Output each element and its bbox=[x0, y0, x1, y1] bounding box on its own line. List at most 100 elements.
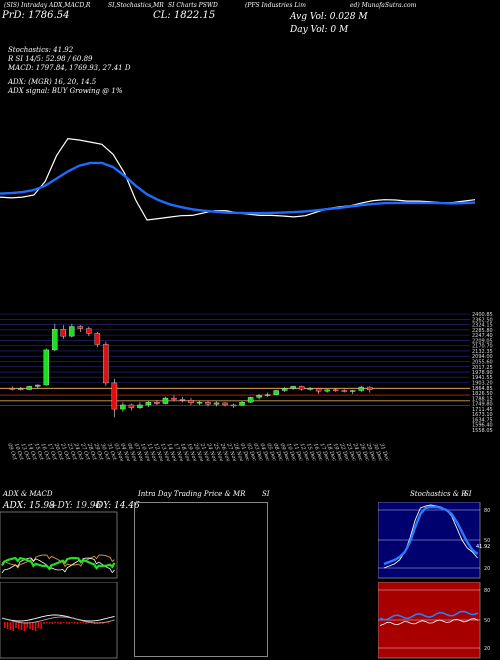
candle-body bbox=[298, 386, 305, 390]
adx-signal-readout: ADX signal: BUY Growing @ 1% bbox=[8, 87, 123, 95]
price-level-label: 1903.20 bbox=[472, 380, 493, 386]
date-label: 30 Oct bbox=[99, 443, 111, 462]
macd-panel bbox=[0, 582, 118, 659]
price-level-label: 1634.75 bbox=[472, 417, 493, 423]
date-label: 31 Dec bbox=[378, 443, 390, 462]
stoch-k-line bbox=[383, 504, 478, 569]
candle-body bbox=[188, 399, 194, 404]
candle-body bbox=[120, 404, 126, 410]
candle-body bbox=[290, 386, 296, 389]
macd-histogram-bar bbox=[82, 622, 84, 624]
adx-panel bbox=[0, 511, 118, 579]
macd-histogram-bar bbox=[60, 622, 62, 624]
price-level-label: 2362.50 bbox=[472, 317, 493, 323]
adx-line bbox=[1, 556, 116, 571]
candle-body bbox=[247, 397, 254, 403]
candle-body bbox=[256, 395, 262, 398]
intraday-panel bbox=[134, 502, 268, 657]
date-label: 10 Oct bbox=[13, 443, 25, 462]
macd-histogram-bar bbox=[51, 622, 54, 624]
date-label: 15 Oct bbox=[33, 443, 45, 462]
stoch-scale-label: 50 bbox=[484, 538, 490, 544]
candle-body bbox=[273, 390, 279, 395]
price-level-label: 1941.55 bbox=[472, 375, 493, 381]
candle-body bbox=[43, 349, 50, 386]
stochastics-readout: Stochastics: 41.92 bbox=[8, 46, 74, 54]
macd-histogram-bar bbox=[48, 622, 51, 624]
macd-histogram-bar bbox=[26, 622, 28, 628]
ma-line-blue bbox=[0, 161, 476, 215]
date-label: 02 Dec bbox=[245, 443, 257, 462]
macd-histogram-bar bbox=[15, 622, 17, 628]
candle-body bbox=[52, 329, 58, 351]
macd-histogram-bar bbox=[6, 622, 9, 629]
header-ma: SI Charts PSWD bbox=[168, 2, 218, 9]
macd-histogram-bar bbox=[18, 622, 20, 629]
candle-body bbox=[162, 397, 169, 404]
price-level-label: 2324.15 bbox=[472, 323, 493, 329]
macd-line bbox=[1, 614, 115, 622]
macd-histogram-bar bbox=[62, 622, 65, 623]
macd-signal-line bbox=[1, 616, 115, 624]
macd-histogram-bar bbox=[54, 622, 56, 623]
stoch-panel-title: Stochastics & R bbox=[410, 490, 467, 498]
price-level-label: 1711.45 bbox=[472, 407, 493, 413]
date-label: 09 Dec bbox=[279, 443, 291, 462]
candle-body bbox=[94, 333, 101, 345]
price-line bbox=[0, 137, 476, 221]
date-label: 11 Dec bbox=[292, 443, 304, 462]
candle-body bbox=[26, 386, 32, 390]
macd-histogram-bar bbox=[57, 622, 59, 624]
macd-histogram-bar bbox=[34, 622, 37, 631]
date-label: 16 Dec bbox=[312, 443, 324, 462]
header-prev: PrD: 1786.54 bbox=[2, 10, 70, 21]
macd-histogram-bar bbox=[46, 622, 48, 623]
price-level-label: 1749.80 bbox=[472, 402, 493, 408]
adx-panel-title: ADX & MACD bbox=[3, 490, 53, 498]
ma-chart bbox=[0, 137, 476, 221]
macd-histogram-bar bbox=[65, 622, 68, 624]
macd-histogram-bar bbox=[37, 622, 40, 628]
candle-body bbox=[154, 402, 160, 404]
rsi-scale-label: 50 bbox=[484, 618, 490, 624]
adx-readout: ADX: (MGR) 16, 20, 14.5 bbox=[8, 78, 97, 86]
adx-value-dx: ADX: 15.98 bbox=[3, 501, 55, 511]
date-label: 30 Dec bbox=[372, 443, 384, 462]
candle-body bbox=[103, 344, 109, 384]
stoch-value-label: 41.92 bbox=[476, 544, 490, 550]
price-level-label: 2285.80 bbox=[472, 328, 493, 334]
adx-value-pdi: +DY: 19.96 bbox=[50, 501, 102, 511]
mdi-line bbox=[1, 554, 115, 569]
candle-body bbox=[367, 386, 373, 390]
candle-body bbox=[128, 404, 135, 408]
candle-body bbox=[239, 402, 245, 406]
date-label: 13 Oct bbox=[19, 443, 31, 462]
candle-body bbox=[35, 384, 41, 387]
price-level-label: 2132.35 bbox=[472, 349, 493, 355]
candle-body bbox=[18, 388, 24, 390]
adx-value-mdi: -DY: 14.46 bbox=[93, 501, 140, 511]
candlestick-chart: 2400.852362.502324.152285.802247.402209.… bbox=[0, 312, 493, 432]
date-label: 04 Dec bbox=[259, 443, 271, 462]
price-level-label: 1558.05 bbox=[472, 428, 493, 432]
price-level-label: 2247.40 bbox=[472, 333, 493, 339]
date-label: 15 Dec bbox=[305, 443, 317, 462]
header-day-vol: Day Vol: 0 M bbox=[290, 25, 349, 35]
date-label: 08 Dec bbox=[272, 443, 284, 462]
price-level-label: 1596.40 bbox=[472, 423, 493, 429]
price-level-label: 1788.15 bbox=[472, 396, 493, 402]
header-avg-vol: Avg Vol: 0.028 M bbox=[290, 12, 368, 22]
header-company: (PFS Industries Lim bbox=[245, 2, 306, 9]
header-ticker: (SIS) Intraday ADX,MACD,R bbox=[4, 2, 91, 9]
intraday-panel-si: SI bbox=[262, 490, 270, 498]
date-label: 03 Dec bbox=[252, 443, 264, 462]
macd-histogram-bar bbox=[23, 622, 26, 631]
candle-body bbox=[86, 328, 92, 334]
candle-body bbox=[230, 404, 237, 407]
macd-histogram-bar bbox=[107, 622, 110, 624]
price-level-label: 1673.10 bbox=[472, 412, 493, 418]
candle-body bbox=[196, 402, 203, 404]
macd-histogram-bar bbox=[74, 622, 76, 624]
macd-histogram-bar bbox=[20, 622, 23, 630]
date-label: 12 Dec bbox=[298, 443, 310, 462]
